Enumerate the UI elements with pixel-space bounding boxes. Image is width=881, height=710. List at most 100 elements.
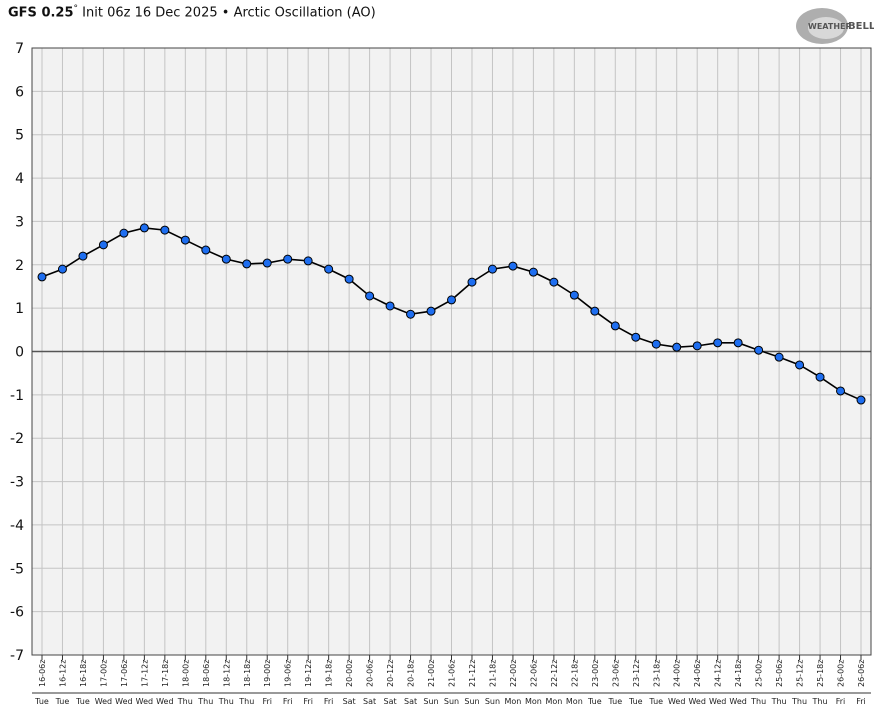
y-tick-label: -6 bbox=[10, 605, 24, 621]
y-tick-label: 5 bbox=[15, 128, 24, 144]
product-name: Arctic Oscillation (AO) bbox=[233, 5, 376, 21]
day-label: Thu bbox=[791, 697, 807, 706]
x-tick-label: 21-18z bbox=[488, 660, 497, 687]
data-point bbox=[774, 352, 784, 362]
data-point bbox=[631, 332, 641, 342]
day-label: Wed bbox=[156, 697, 173, 706]
x-tick-label: 19-00z bbox=[263, 660, 272, 687]
x-tick-label: 23-00z bbox=[591, 660, 600, 687]
x-tick-label: 25-06z bbox=[775, 660, 784, 687]
data-point bbox=[815, 372, 825, 382]
y-tick-label: 7 bbox=[15, 41, 24, 57]
day-label: Tue bbox=[55, 697, 70, 706]
y-tick-label: 3 bbox=[15, 214, 24, 230]
data-point bbox=[201, 245, 211, 255]
bullet: • bbox=[221, 5, 230, 21]
data-point bbox=[713, 338, 723, 348]
day-label: Thu bbox=[750, 697, 766, 706]
model-name: GFS 0.25 bbox=[8, 5, 74, 21]
x-tick-label: 25-00z bbox=[755, 660, 764, 687]
x-tick-label: 18-18z bbox=[243, 660, 252, 687]
day-label: Sun bbox=[444, 697, 459, 706]
x-tick-label: 16-06z bbox=[38, 660, 47, 687]
day-label: Mon bbox=[566, 697, 583, 706]
day-label: Wed bbox=[95, 697, 112, 706]
day-label: Mon bbox=[525, 697, 542, 706]
x-tick-label: 26-00z bbox=[837, 660, 846, 687]
x-tick-label: 22-06z bbox=[529, 660, 538, 687]
day-label: Sat bbox=[343, 697, 356, 706]
day-label: Thu bbox=[771, 697, 787, 706]
x-tick-label: 23-18z bbox=[652, 660, 661, 687]
day-label: Tue bbox=[648, 697, 663, 706]
day-label: Tue bbox=[628, 697, 643, 706]
data-point bbox=[406, 309, 416, 319]
y-tick-label: 4 bbox=[15, 171, 24, 187]
x-tick-label: 25-18z bbox=[816, 660, 825, 687]
x-tick-label: 24-06z bbox=[693, 660, 702, 687]
x-tick-label: 19-18z bbox=[325, 660, 334, 687]
data-point bbox=[447, 295, 456, 305]
day-label: Sat bbox=[404, 697, 417, 706]
x-tick-label: 23-12z bbox=[632, 660, 641, 687]
day-label: Sun bbox=[423, 697, 438, 706]
x-tick-label: 21-06z bbox=[448, 660, 457, 687]
x-tick-label: 26-06z bbox=[857, 660, 866, 687]
day-label: Tue bbox=[75, 697, 90, 706]
data-point bbox=[57, 264, 67, 274]
data-point bbox=[487, 264, 497, 274]
x-tick-label: 24-12z bbox=[714, 660, 723, 687]
svg-text:WEATHER: WEATHER bbox=[808, 22, 852, 31]
degree-symbol: ° bbox=[73, 4, 79, 14]
day-label: Sun bbox=[464, 697, 479, 706]
day-label: Thu bbox=[238, 697, 254, 706]
x-tick-label: 17-00z bbox=[99, 660, 108, 687]
day-label: Wed bbox=[136, 697, 153, 706]
x-tick-label: 19-12z bbox=[304, 660, 313, 687]
data-point bbox=[610, 321, 620, 331]
day-label: Fri bbox=[303, 697, 313, 706]
data-point bbox=[37, 272, 47, 282]
day-label: Wed bbox=[688, 697, 705, 706]
data-point bbox=[98, 240, 108, 250]
y-tick-label: -1 bbox=[10, 388, 24, 404]
data-point bbox=[426, 306, 436, 316]
day-label: Wed bbox=[115, 697, 132, 706]
x-tick-label: 17-18z bbox=[161, 660, 170, 687]
day-label: Sat bbox=[363, 697, 376, 706]
day-label: Thu bbox=[218, 697, 234, 706]
y-tick-label: -4 bbox=[10, 518, 24, 534]
day-label: Tue bbox=[34, 697, 49, 706]
day-label: Sun bbox=[485, 697, 500, 706]
data-point bbox=[590, 306, 600, 316]
data-point bbox=[324, 264, 334, 274]
data-point bbox=[242, 259, 252, 269]
data-point bbox=[651, 339, 661, 349]
x-tick-label: 17-06z bbox=[120, 660, 129, 687]
data-point bbox=[733, 338, 743, 348]
data-point bbox=[303, 256, 313, 266]
data-point bbox=[78, 251, 88, 261]
day-label: Fri bbox=[856, 697, 866, 706]
data-point bbox=[180, 235, 190, 245]
day-label: Mon bbox=[504, 697, 521, 706]
day-label: Wed bbox=[668, 697, 685, 706]
data-point bbox=[467, 277, 477, 287]
svg-text:BELL: BELL bbox=[848, 21, 874, 32]
data-point bbox=[365, 291, 375, 301]
day-label: Wed bbox=[729, 697, 746, 706]
data-point bbox=[672, 342, 682, 352]
x-tick-label: 22-12z bbox=[550, 660, 559, 687]
day-label: Thu bbox=[177, 697, 193, 706]
day-label: Fri bbox=[262, 697, 272, 706]
day-label: Sat bbox=[384, 697, 397, 706]
data-point bbox=[221, 254, 231, 264]
x-tick-label: 23-06z bbox=[611, 660, 620, 687]
day-label: Fri bbox=[283, 697, 293, 706]
x-tick-label: 19-06z bbox=[284, 660, 293, 687]
data-point bbox=[508, 261, 518, 271]
x-tick-label: 17-12z bbox=[140, 660, 149, 687]
weatherbell-logo: WEATHER BELL bbox=[792, 4, 876, 50]
y-tick-label: 6 bbox=[15, 84, 24, 100]
